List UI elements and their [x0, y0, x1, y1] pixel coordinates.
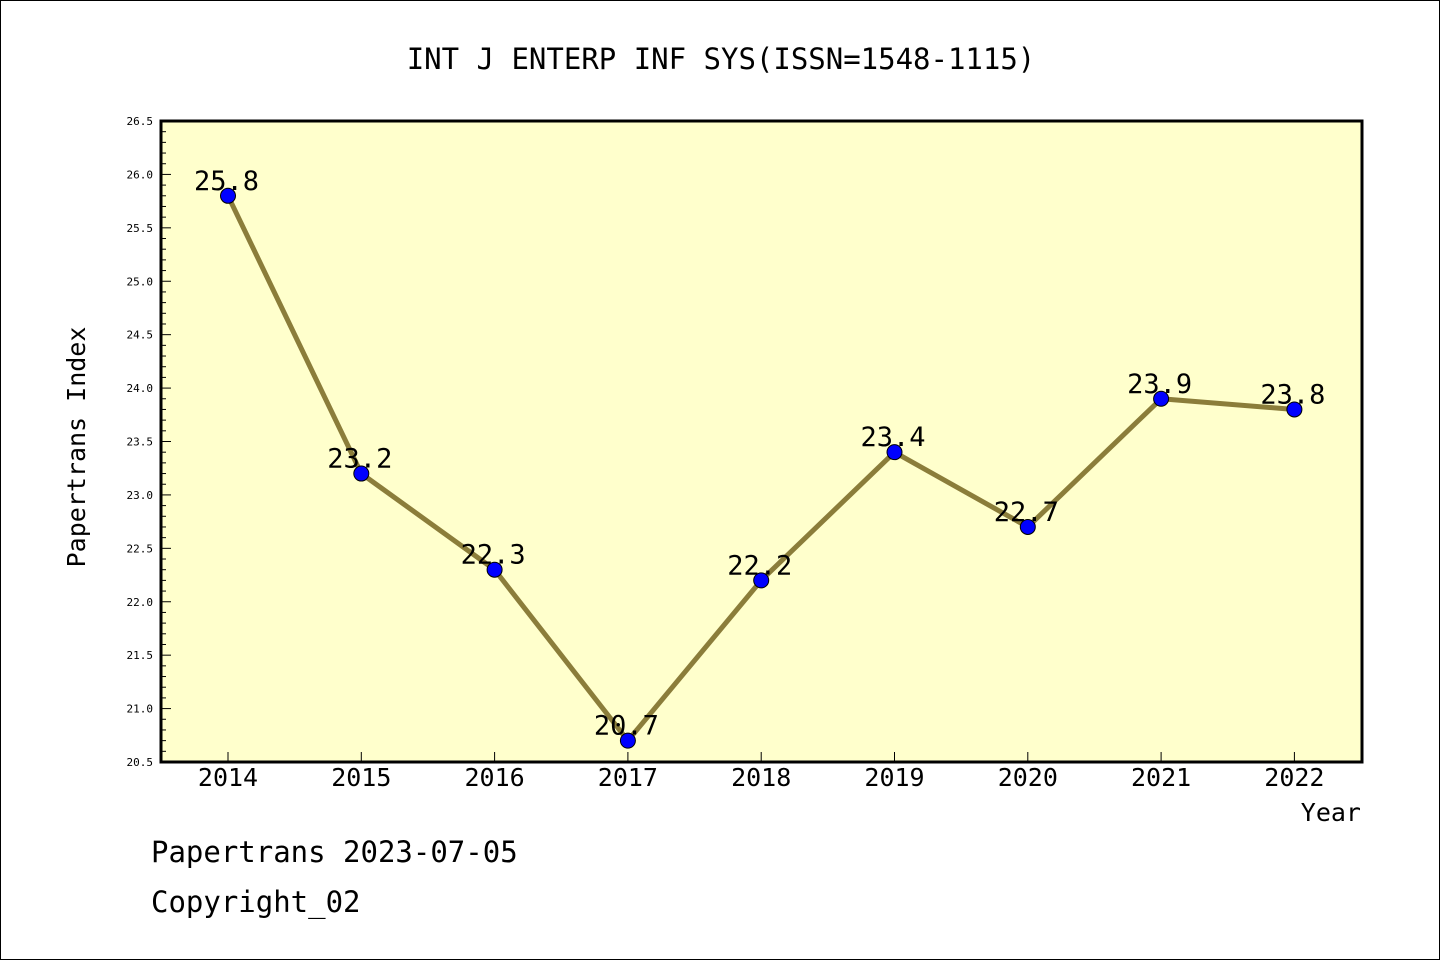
- data-label: 23.4: [861, 422, 926, 453]
- data-point: [1286, 401, 1303, 418]
- y-tick-label: 25.5: [127, 222, 154, 235]
- x-tick-label: 2018: [731, 763, 791, 792]
- y-tick-label: 26.0: [127, 168, 154, 181]
- data-label: 23.2: [327, 444, 392, 475]
- data-label: 20.7: [594, 711, 659, 742]
- x-tick-label: 2015: [331, 763, 391, 792]
- data-markers: [220, 187, 1303, 749]
- x-tick-label: 2022: [1264, 763, 1324, 792]
- y-tick-label: 24.0: [127, 382, 154, 395]
- y-tick-label: 21.0: [127, 703, 154, 716]
- data-label: 22.2: [727, 550, 792, 581]
- data-label: 23.9: [1127, 369, 1192, 400]
- x-tick-label: 2016: [464, 763, 524, 792]
- data-point: [220, 187, 236, 204]
- x-tick-label: 2019: [864, 763, 924, 792]
- y-tick-label: 20.5: [127, 756, 154, 769]
- x-axis-label: Year: [1301, 798, 1361, 827]
- y-axis-tick-labels: 20.5 21.0 21.5 22.0 22.5 23.0 23.5 24.0 24.5 25.0…: [127, 115, 154, 769]
- data-label: 22.3: [461, 540, 526, 571]
- y-tick-label: 26.5: [127, 115, 154, 128]
- plot-area: [159, 119, 1364, 764]
- y-tick-label: 25.0: [127, 275, 154, 288]
- x-axis-tick-labels: 2014 2015 2016 2017 2018 2019 2020 2021 2022: [198, 763, 1325, 792]
- y-tick-label: 23.5: [127, 436, 154, 449]
- y-tick-label: 21.5: [127, 649, 154, 662]
- data-point: [1153, 390, 1170, 407]
- footer-copyright: Copyright_02: [151, 885, 361, 919]
- y-tick-label: 23.0: [127, 489, 154, 502]
- data-point: [753, 572, 770, 589]
- x-tick-label: 2017: [598, 763, 658, 792]
- data-label: 25.8: [194, 166, 259, 197]
- footer-date: Papertrans 2023-07-05: [151, 835, 518, 869]
- y-tick-label: 22.0: [127, 596, 154, 609]
- data-label: 23.8: [1260, 379, 1325, 410]
- data-label: 22.7: [994, 497, 1059, 528]
- data-point: [886, 444, 903, 461]
- x-tick-label: 2014: [198, 763, 258, 792]
- x-tick-label: 2021: [1131, 763, 1191, 792]
- y-tick-label: 22.5: [127, 542, 154, 555]
- y-tick-label: 24.5: [127, 329, 154, 342]
- chart-title: INT J ENTERP INF SYS(ISSN=1548-1115): [407, 42, 1036, 76]
- y-axis-label: Papertrans Index: [62, 327, 91, 568]
- y-axis-ticks: [161, 120, 171, 763]
- x-tick-label: 2020: [998, 763, 1058, 792]
- data-labels: 25.8 23.2 22.3 20.7 22.2 23.4 22.7 23.9 23.8: [194, 166, 1325, 742]
- data-point: [486, 561, 503, 578]
- data-point: [619, 732, 636, 749]
- data-point: [353, 465, 370, 482]
- x-axis-ticks: [227, 752, 1295, 762]
- data-point: [1019, 518, 1036, 535]
